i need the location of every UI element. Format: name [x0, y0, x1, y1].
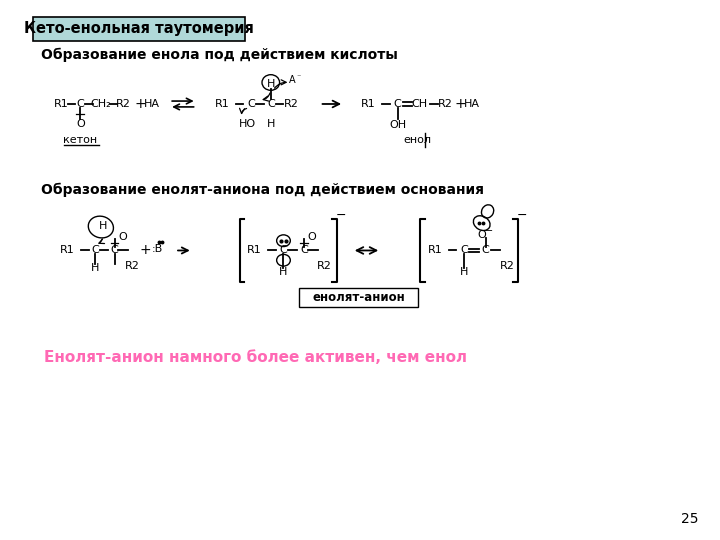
Text: −: − — [485, 226, 494, 236]
Text: C: C — [279, 246, 287, 255]
Text: O: O — [477, 230, 486, 240]
Text: R2: R2 — [116, 99, 131, 109]
Text: H: H — [279, 267, 288, 277]
Text: Кето-енольная таутомерия: Кето-енольная таутомерия — [24, 21, 254, 36]
Text: C: C — [111, 246, 118, 255]
Text: −: − — [516, 209, 527, 222]
Text: +: + — [134, 97, 145, 111]
Text: C: C — [76, 99, 84, 109]
Text: ⁻: ⁻ — [297, 72, 301, 81]
Text: H: H — [99, 221, 107, 231]
Text: R1: R1 — [54, 99, 68, 109]
FancyBboxPatch shape — [34, 17, 246, 40]
Text: C: C — [300, 246, 308, 255]
Text: 25: 25 — [681, 512, 698, 526]
Text: Енолят-анион намного более активен, чем енол: Енолят-анион намного более активен, чем … — [44, 350, 467, 366]
Text: C: C — [482, 246, 490, 255]
Text: +: + — [140, 244, 152, 258]
Text: HA: HA — [464, 99, 480, 109]
Text: H: H — [91, 263, 99, 273]
Text: C: C — [394, 99, 402, 109]
Text: O: O — [307, 232, 316, 242]
Text: R2: R2 — [317, 261, 332, 271]
Text: R2: R2 — [500, 261, 515, 271]
Text: R1: R1 — [215, 99, 230, 109]
Text: R1: R1 — [428, 246, 442, 255]
FancyBboxPatch shape — [299, 288, 418, 307]
Text: R1: R1 — [361, 99, 376, 109]
Text: R2: R2 — [284, 99, 299, 109]
Text: H: H — [460, 267, 468, 277]
Text: CH₂: CH₂ — [91, 99, 111, 109]
Text: −: − — [336, 209, 346, 222]
Text: A: A — [289, 75, 296, 85]
Text: H: H — [266, 79, 275, 90]
Text: CH: CH — [411, 99, 427, 109]
Text: :B: :B — [152, 244, 163, 253]
Text: енол: енол — [403, 135, 431, 145]
Text: кетон: кетон — [63, 135, 97, 145]
Text: R1: R1 — [60, 246, 75, 255]
Text: R1: R1 — [247, 246, 261, 255]
Text: R2: R2 — [125, 261, 140, 271]
Text: H: H — [266, 118, 275, 129]
Text: Образование енолят-аниона под действием основания: Образование енолят-аниона под действием … — [41, 183, 485, 197]
Text: O: O — [76, 119, 85, 130]
Text: C: C — [248, 99, 255, 109]
Text: O: O — [118, 232, 127, 242]
Text: енолят-анион: енолят-анион — [312, 291, 405, 304]
Text: +: + — [454, 97, 466, 111]
Text: R2: R2 — [438, 99, 453, 109]
Text: HO: HO — [239, 118, 256, 129]
Text: C: C — [91, 246, 99, 255]
Text: HA: HA — [144, 99, 160, 109]
Text: C: C — [267, 99, 274, 109]
Text: C: C — [460, 246, 468, 255]
Text: OH: OH — [390, 120, 406, 131]
Text: Образование енола под действием кислоты: Образование енола под действием кислоты — [41, 48, 398, 62]
